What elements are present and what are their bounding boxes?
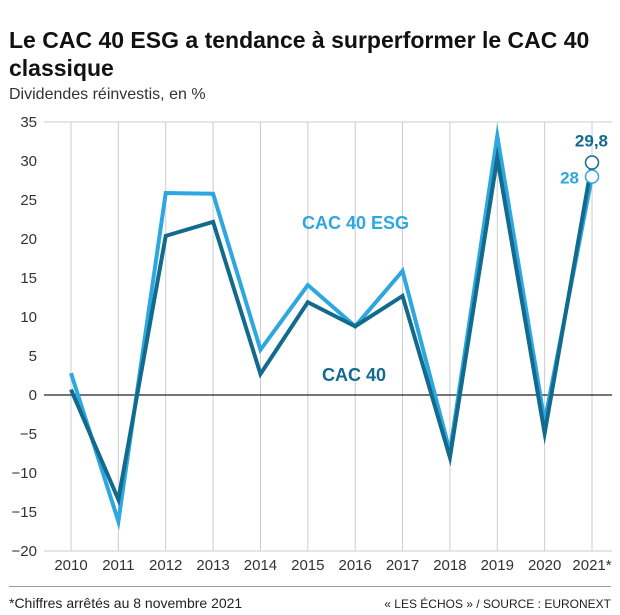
y-tick-label: 10 <box>20 309 37 326</box>
end-marker-esg <box>584 169 600 184</box>
y-tick-label: 5 <box>29 348 37 365</box>
x-tick-label: 2012 <box>149 557 182 574</box>
series-name-label-cac: CAC 40 <box>322 365 386 385</box>
x-tick-label: 2020 <box>528 557 561 574</box>
x-tick-label: 2021* <box>572 557 611 574</box>
y-axis: −20 −15 −10 −5 0 5 10 15 20 25 30 35 <box>12 114 37 560</box>
y-tick-label: 35 <box>20 114 37 131</box>
x-tick-label: 2014 <box>244 557 277 574</box>
x-axis: 2010 2011 2012 2013 2014 2015 2016 2017 2018 2019… <box>54 557 611 574</box>
series-line-cac <box>69 145 594 507</box>
y-tick-label: −20 <box>12 543 37 560</box>
series-lines <box>69 123 594 531</box>
x-tick-label: 2018 <box>433 557 466 574</box>
x-tick-label: 2015 <box>291 557 324 574</box>
chart-title: Le CAC 40 ESG a tendance à surperformer … <box>9 27 590 81</box>
y-tick-label: 15 <box>20 270 37 287</box>
end-markers <box>584 155 600 184</box>
series-line-esg <box>69 123 594 531</box>
x-tick-label: 2011 <box>102 557 134 574</box>
x-tick-label: 2016 <box>338 557 371 574</box>
y-tick-label: 25 <box>20 192 37 209</box>
y-tick-label: 20 <box>20 231 37 248</box>
series-labels: 28 29,8 CAC 40 ESG CAC 40 <box>302 132 608 385</box>
x-tick-label: 2019 <box>481 557 514 574</box>
y-tick-label: −10 <box>12 465 37 482</box>
end-value-label-esg: 28 <box>560 169 579 188</box>
end-marker-cac <box>584 155 600 170</box>
end-value-label-cac: 29,8 <box>575 132 608 151</box>
x-tick-label: 2013 <box>196 557 229 574</box>
footnote: *Chiffres arrêtés au 8 novembre 2021 <box>9 595 243 611</box>
footer-divider <box>9 586 611 587</box>
source-credit: « LES ÉCHOS » / SOURCE : EURONEXT <box>384 597 611 611</box>
y-tick-label: −15 <box>12 504 37 521</box>
y-tick-label: −5 <box>20 426 37 443</box>
x-tick-label: 2017 <box>386 557 419 574</box>
series-name-label-esg: CAC 40 ESG <box>302 213 409 233</box>
y-tick-label: 0 <box>29 387 37 404</box>
chart-subtitle: Dividendes réinvestis, en % <box>9 86 206 103</box>
y-tick-label: 30 <box>20 153 37 170</box>
x-tick-label: 2010 <box>54 557 87 574</box>
